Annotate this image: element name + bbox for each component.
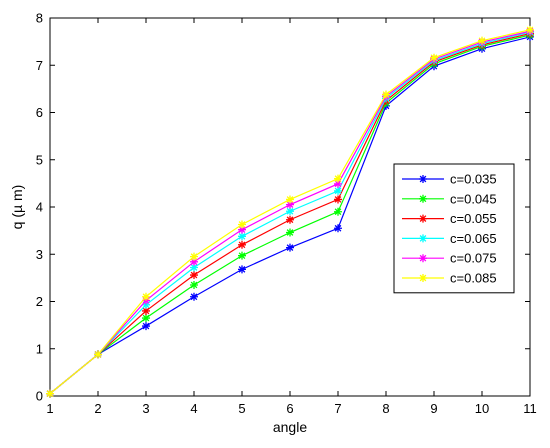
legend-entry: c=0.045 [450,191,497,206]
x-tick-label: 6 [286,401,293,416]
data-point [238,265,246,274]
series-layer [46,25,534,398]
y-tick-label: 0 [36,389,43,404]
legend-swatch-marker [419,234,427,243]
data-point [190,271,198,280]
legend-swatch-marker [419,175,427,183]
y-tick-label: 1 [36,341,43,356]
data-point [286,200,294,209]
x-axis-label: angle [273,419,307,435]
y-tick-label: 7 [36,58,43,73]
data-point [238,225,246,234]
y-tick-label: 3 [36,247,43,262]
data-point [142,314,150,323]
x-tick-label: 1 [46,401,53,416]
legend: c=0.035 c=0.045 c=0.055 c=0.065 c=0.075 c=0.0… [393,163,515,294]
x-tick-label: 10 [475,401,489,416]
data-point [94,350,102,359]
data-point [286,195,294,204]
data-point [142,306,150,315]
series-c=0.085 [46,25,534,398]
x-tick-label: 11 [523,401,537,416]
data-point [142,300,150,309]
legend-swatch-marker [419,274,427,282]
x-tick-label: 8 [382,401,389,416]
data-point [190,280,198,289]
x-tick-label: 5 [238,401,245,416]
data-point [238,240,246,249]
legend-box [393,163,515,294]
data-point [430,53,438,62]
data-point [238,232,246,241]
data-point [382,90,390,99]
data-point [334,174,342,183]
data-point [334,224,342,233]
data-point [478,36,486,45]
x-tick-label: 7 [334,401,341,416]
data-point [238,220,246,229]
x-tick-label: 4 [190,401,197,416]
legend-swatch-marker [419,214,427,223]
x-tick-label: 9 [430,401,437,416]
x-tick-label: 2 [94,401,101,416]
x-tick-label: 3 [142,401,149,416]
legend-entry: c=0.055 [450,211,497,226]
legend-swatch-marker [419,254,427,263]
data-point [334,179,342,188]
legend-swatch-marker [419,194,427,203]
y-axis-label: q (µ m) [9,185,25,230]
data-point [142,292,150,301]
data-point [286,228,294,237]
y-tick-label: 4 [36,200,43,215]
data-point [334,195,342,204]
data-point [190,263,198,272]
y-tick-label: 6 [36,105,43,120]
legend-entry: c=0.035 [450,172,497,187]
data-point [526,25,534,34]
y-tick-label: 2 [36,294,43,309]
data-point [238,251,246,260]
legend-entry: c=0.065 [450,231,497,246]
data-point [190,252,198,261]
data-point [286,207,294,216]
data-point [334,186,342,195]
data-point [334,207,342,216]
data-point [142,322,150,331]
data-point [286,243,294,252]
data-point [46,389,54,398]
data-point [190,257,198,266]
legend-entry: c=0.075 [450,251,497,266]
y-tick-label: 5 [36,152,43,167]
data-point [190,292,198,301]
data-point [286,215,294,224]
y-tick-label: 8 [36,11,43,26]
legend-entry: c=0.085 [450,271,497,286]
